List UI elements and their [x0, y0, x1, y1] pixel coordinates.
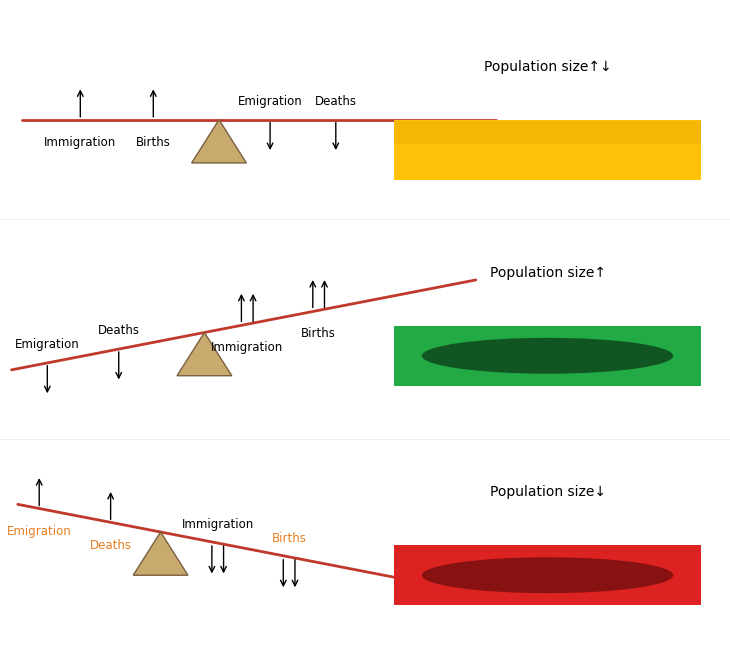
FancyBboxPatch shape — [394, 120, 701, 180]
Text: Immigration: Immigration — [45, 136, 116, 150]
Text: Births: Births — [136, 136, 171, 150]
Text: Births: Births — [301, 327, 336, 340]
Polygon shape — [177, 332, 232, 376]
Text: Population size↑: Population size↑ — [490, 265, 605, 280]
Ellipse shape — [422, 557, 673, 593]
Text: Emigration: Emigration — [7, 525, 72, 538]
Text: Deaths: Deaths — [315, 94, 357, 108]
Text: Deaths: Deaths — [98, 324, 139, 337]
FancyBboxPatch shape — [394, 121, 701, 144]
FancyBboxPatch shape — [394, 545, 701, 605]
Text: Births: Births — [272, 532, 307, 545]
Ellipse shape — [422, 338, 673, 374]
Text: Emigration: Emigration — [238, 94, 302, 108]
Text: Emigration: Emigration — [15, 338, 80, 351]
Text: Population size↓: Population size↓ — [490, 485, 605, 499]
Text: Immigration: Immigration — [211, 341, 283, 354]
FancyBboxPatch shape — [394, 326, 701, 386]
Polygon shape — [133, 532, 188, 575]
Text: Deaths: Deaths — [90, 539, 131, 552]
Polygon shape — [191, 120, 246, 163]
Text: Population size↑↓: Population size↑↓ — [484, 59, 611, 74]
Text: Immigration: Immigration — [182, 518, 254, 531]
